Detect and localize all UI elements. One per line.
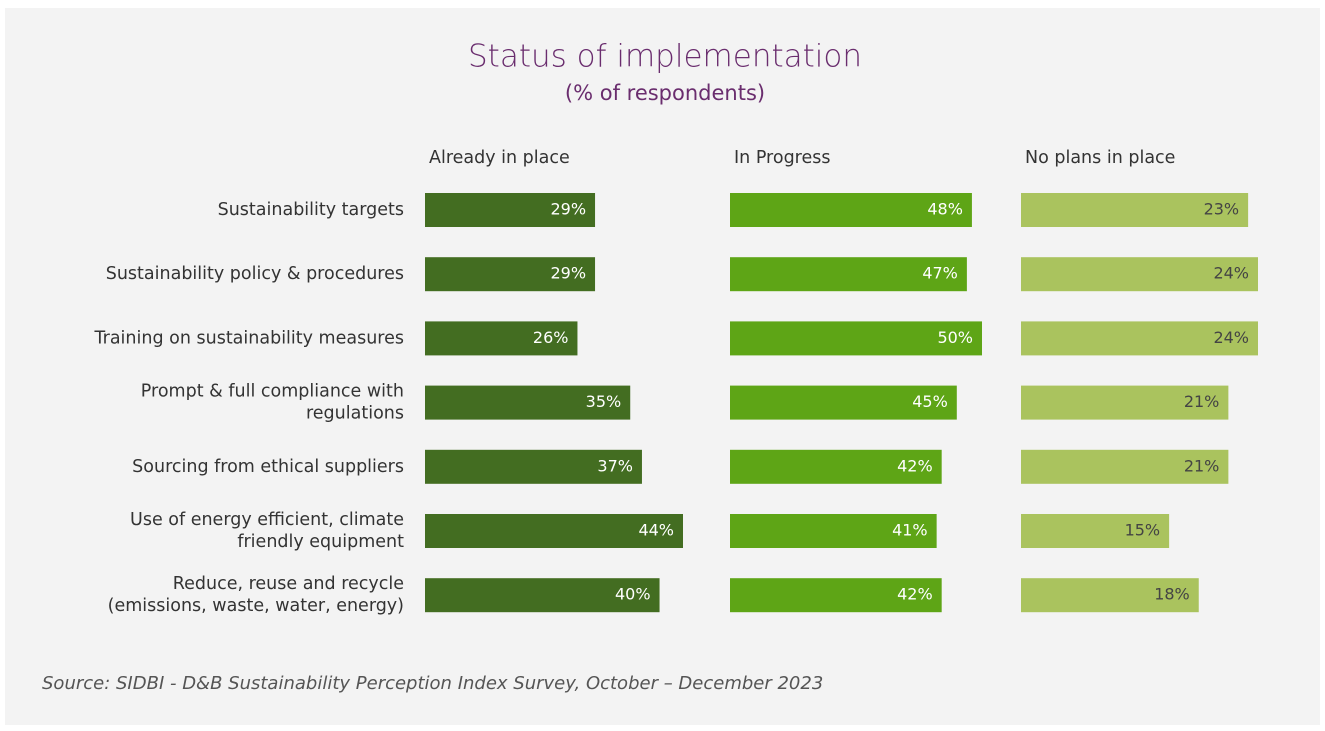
panel-header: Already in place	[429, 148, 570, 168]
bar	[425, 578, 660, 613]
bar	[425, 514, 683, 548]
bar	[425, 385, 631, 420]
bar	[1021, 321, 1258, 356]
bar	[730, 514, 937, 548]
bar	[1021, 193, 1249, 227]
value-label: 45%	[912, 392, 948, 411]
bar	[730, 321, 982, 356]
value-label: 21%	[1184, 392, 1220, 411]
value-label: 50%	[937, 328, 973, 347]
category-label: Reduce, reuse and recycle (emissions, was…	[108, 574, 404, 616]
value-label: 41%	[892, 521, 928, 540]
value-label: 15%	[1125, 521, 1161, 540]
value-label: 18%	[1154, 585, 1190, 604]
bar	[730, 193, 972, 227]
bar	[730, 578, 942, 613]
source-note: Source: SIDBI - D&B Sustainability Perce…	[42, 673, 823, 694]
value-label: 44%	[638, 521, 674, 540]
category-label: Sustainability policy & procedures	[106, 264, 404, 284]
panel-header: In Progress	[734, 148, 831, 168]
bar	[1021, 578, 1199, 613]
bar	[1021, 514, 1170, 548]
value-label: 26%	[533, 328, 569, 347]
bar	[1021, 257, 1258, 292]
value-label: 37%	[597, 456, 633, 475]
category-label: Training on sustainability measures	[94, 328, 404, 348]
bar	[1021, 385, 1229, 420]
chart-subtitle: (% of respondents)	[565, 81, 765, 105]
chart-title: Status of implementation	[468, 39, 862, 75]
bar	[425, 449, 642, 484]
value-label: 42%	[897, 585, 933, 604]
bar	[730, 257, 967, 292]
value-label: 40%	[615, 585, 651, 604]
value-label: 24%	[1213, 264, 1249, 283]
value-label: 29%	[550, 264, 586, 283]
bar	[425, 321, 578, 356]
bar	[425, 257, 596, 292]
value-label: 48%	[927, 200, 963, 219]
panel-header: No plans in place	[1025, 148, 1175, 168]
category-label: Prompt & full compliance with regulations	[141, 382, 404, 424]
value-label: 35%	[586, 392, 622, 411]
bar	[730, 449, 942, 484]
value-label: 24%	[1213, 328, 1249, 347]
value-label: 23%	[1204, 200, 1240, 219]
category-label: Use of energy efficient, climate friendly…	[130, 510, 404, 552]
panel-background	[5, 8, 1320, 725]
value-label: 21%	[1184, 456, 1220, 475]
bar	[425, 193, 596, 227]
value-label: 42%	[897, 456, 933, 475]
category-label: Sourcing from ethical suppliers	[132, 457, 404, 477]
value-label: 29%	[550, 200, 586, 219]
bar	[1021, 449, 1229, 484]
category-label: Sustainability targets	[218, 200, 404, 220]
value-label: 47%	[922, 264, 958, 283]
bar	[730, 385, 957, 420]
